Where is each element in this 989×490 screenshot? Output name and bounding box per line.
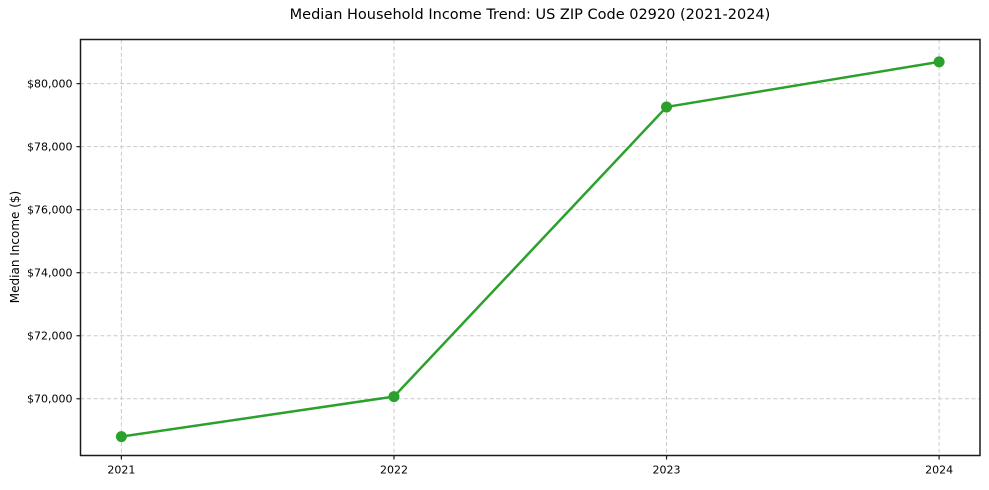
y-tick-label: $70,000	[27, 393, 73, 406]
data-point-2023	[661, 101, 673, 113]
x-tick-label: 2023	[653, 464, 681, 477]
x-tick-label: 2021	[107, 464, 135, 477]
data-point-2021	[115, 431, 127, 443]
plot-background	[80, 39, 980, 456]
data-point-2024	[933, 56, 945, 68]
y-tick-label: $74,000	[27, 266, 73, 279]
data-point-2022	[388, 391, 400, 403]
plot-border	[79, 38, 981, 457]
x-tick-label: 2024	[925, 464, 953, 477]
y-tick-label: $76,000	[27, 203, 73, 216]
income-trend-line	[120, 60, 941, 438]
y-tick-label: $80,000	[27, 77, 73, 90]
chart-title: Median Household Income Trend: US ZIP Co…	[289, 7, 771, 23]
y-tick-label: $78,000	[27, 140, 73, 153]
y-tick-label: $72,000	[27, 329, 73, 342]
x-tick-label: 2022	[380, 464, 408, 477]
